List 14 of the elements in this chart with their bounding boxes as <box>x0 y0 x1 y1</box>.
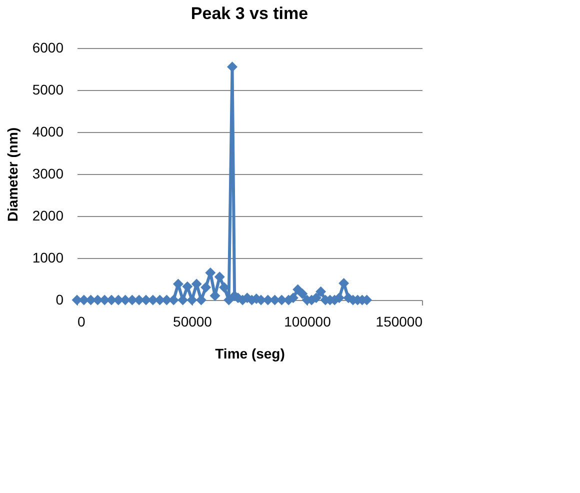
y-tick-label: 3000 <box>32 166 64 182</box>
x-tick-label: 0 <box>78 314 86 330</box>
y-tick-label: 1000 <box>32 250 64 266</box>
chart-title: Peak 3 vs time <box>190 4 308 23</box>
y-tick-label: 4000 <box>32 124 64 140</box>
y-tick-label: 2000 <box>32 208 64 224</box>
y-axis-title: Diameter (nm) <box>4 127 20 222</box>
y-tick-label: 0 <box>56 292 64 308</box>
y-tick-label: 5000 <box>32 82 64 98</box>
y-tick-label: 6000 <box>32 40 64 56</box>
x-tick-label: 150000 <box>376 314 423 330</box>
x-tick-label: 100000 <box>284 314 332 330</box>
x-axis-title: Time (seg) <box>215 346 285 362</box>
x-tick-label: 50000 <box>173 314 212 330</box>
